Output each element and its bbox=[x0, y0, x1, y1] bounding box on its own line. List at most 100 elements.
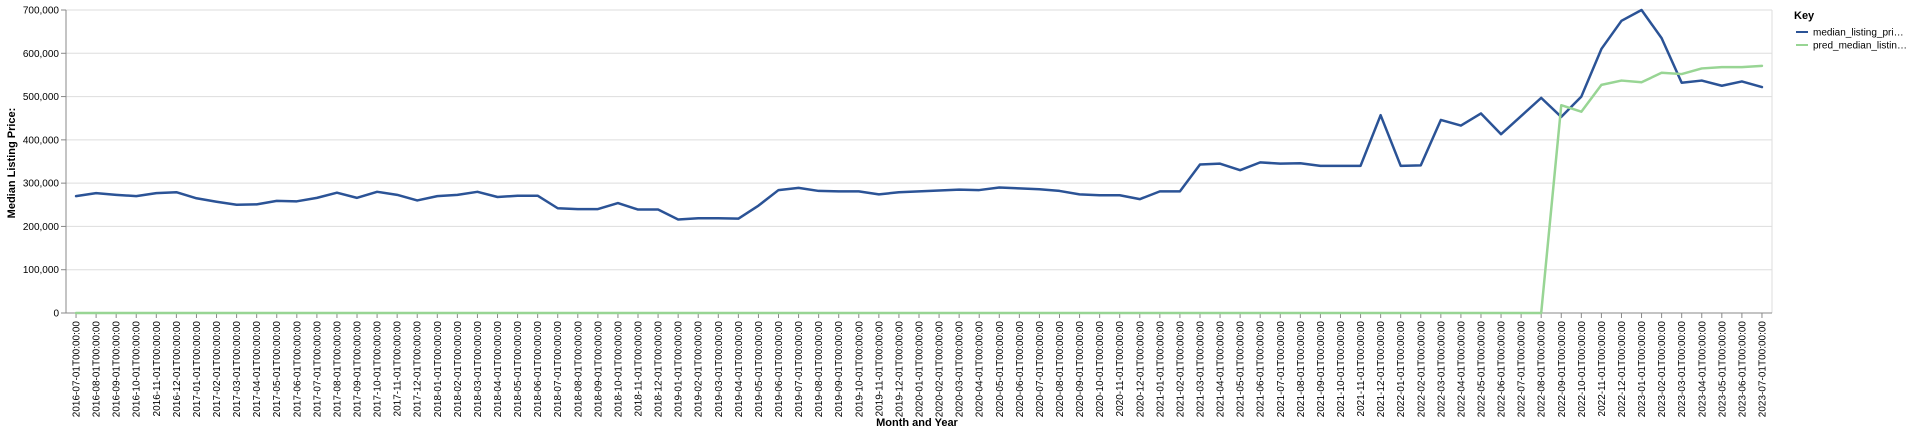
x-tick-label: 2018-04-01T00:00:00 bbox=[493, 321, 504, 418]
x-tick-label: 2019-09-01T00:00:00 bbox=[834, 321, 845, 418]
x-tick-label: 2023-05-01T00:00:00 bbox=[1717, 321, 1728, 418]
x-tick-label: 2018-02-01T00:00:00 bbox=[453, 321, 464, 418]
x-tick-label: 2021-10-01T00:00:00 bbox=[1336, 321, 1347, 418]
x-tick-label: 2023-04-01T00:00:00 bbox=[1697, 321, 1708, 418]
x-tick-label: 2016-10-01T00:00:00 bbox=[132, 321, 143, 418]
series-line-2 bbox=[74, 64, 1764, 315]
x-tick-label: 2019-06-01T00:00:00 bbox=[774, 321, 785, 418]
x-tick-label: 2019-12-01T00:00:00 bbox=[894, 321, 905, 418]
x-tick-label: 2021-08-01T00:00:00 bbox=[1296, 321, 1307, 418]
x-tick-label: 2019-01-01T00:00:00 bbox=[674, 321, 685, 418]
y-tick-label: 0 bbox=[53, 309, 59, 320]
y-axis-title: Median Listing Price: bbox=[6, 108, 18, 219]
x-tick-label: 2022-08-01T00:00:00 bbox=[1537, 321, 1548, 418]
x-tick-label: 2016-11-01T00:00:00 bbox=[152, 321, 163, 417]
y-tick-label: 300,000 bbox=[23, 179, 60, 190]
x-tick-label: 2018-06-01T00:00:00 bbox=[533, 321, 544, 418]
x-tick-label: 2019-11-01T00:00:00 bbox=[874, 321, 885, 417]
x-tick-label: 2019-02-01T00:00:00 bbox=[694, 321, 705, 418]
x-tick-label: 2017-02-01T00:00:00 bbox=[212, 321, 223, 418]
x-tick-label: 2021-02-01T00:00:00 bbox=[1175, 321, 1186, 418]
x-tick-label: 2021-05-01T00:00:00 bbox=[1236, 321, 1247, 418]
x-tick-label: 2019-04-01T00:00:00 bbox=[734, 321, 745, 418]
x-tick-label: 2023-02-01T00:00:00 bbox=[1657, 321, 1668, 418]
x-tick-label: 2022-07-01T00:00:00 bbox=[1517, 321, 1528, 418]
x-tick-label: 2018-05-01T00:00:00 bbox=[513, 321, 524, 418]
x-tick-label: 2020-03-01T00:00:00 bbox=[955, 321, 966, 418]
x-tick-label: 2018-01-01T00:00:00 bbox=[433, 321, 444, 418]
x-tick-label: 2017-01-01T00:00:00 bbox=[192, 321, 203, 418]
x-tick-label: 2018-07-01T00:00:00 bbox=[553, 321, 564, 418]
x-tick-label: 2022-03-01T00:00:00 bbox=[1436, 321, 1447, 418]
x-tick-label: 2020-09-01T00:00:00 bbox=[1075, 321, 1086, 418]
x-tick-label: 2017-11-01T00:00:00 bbox=[393, 321, 404, 417]
x-tick-label: 2017-09-01T00:00:00 bbox=[353, 321, 364, 418]
legend: Key median_listing_pri… pred_median_listi… bbox=[1794, 10, 1907, 52]
legend-title: Key bbox=[1794, 10, 1815, 22]
x-tick-label: 2018-08-01T00:00:00 bbox=[573, 321, 584, 418]
x-tick-label: 2017-04-01T00:00:00 bbox=[252, 321, 263, 418]
y-axis: 0 100,000 200,000 300,000 400,000 500,000 600,… bbox=[23, 6, 67, 320]
x-tick-label: 2016-09-01T00:00:00 bbox=[112, 321, 123, 418]
x-tick-label: 2022-02-01T00:00:00 bbox=[1416, 321, 1427, 418]
x-tick-label: 2021-09-01T00:00:00 bbox=[1316, 321, 1327, 418]
x-tick-label: 2022-12-01T00:00:00 bbox=[1617, 321, 1628, 418]
x-tick-label: 2019-10-01T00:00:00 bbox=[854, 321, 865, 418]
series-line-1 bbox=[74, 8, 1764, 221]
x-tick-label: 2021-07-01T00:00:00 bbox=[1276, 321, 1287, 418]
y-tick-label: 200,000 bbox=[23, 222, 60, 233]
y-tick-label: 500,000 bbox=[23, 92, 60, 103]
x-tick-label: 2020-02-01T00:00:00 bbox=[935, 321, 946, 418]
x-tick-label: 2023-06-01T00:00:00 bbox=[1737, 321, 1748, 418]
x-tick-label: 2021-12-01T00:00:00 bbox=[1376, 321, 1387, 418]
x-tick-label: 2020-10-01T00:00:00 bbox=[1095, 321, 1106, 418]
series-layer bbox=[74, 8, 1764, 315]
grid-layer bbox=[66, 9, 1773, 314]
x-tick-label: 2020-11-01T00:00:00 bbox=[1115, 321, 1126, 417]
x-tick-label: 2019-08-01T00:00:00 bbox=[814, 321, 825, 418]
x-tick-label: 2021-11-01T00:00:00 bbox=[1356, 321, 1367, 417]
x-tick-label: 2019-05-01T00:00:00 bbox=[754, 321, 765, 418]
x-tick-label: 2017-06-01T00:00:00 bbox=[292, 321, 303, 418]
x-tick-label: 2021-06-01T00:00:00 bbox=[1256, 321, 1267, 418]
x-tick-label: 2017-05-01T00:00:00 bbox=[272, 321, 283, 418]
x-tick-label: 2020-05-01T00:00:00 bbox=[995, 321, 1006, 418]
x-tick-label: 2016-08-01T00:00:00 bbox=[92, 321, 103, 418]
x-tick-label: 2018-03-01T00:00:00 bbox=[473, 321, 484, 418]
x-tick-label: 2016-07-01T00:00:00 bbox=[72, 321, 83, 418]
x-tick-label: 2018-12-01T00:00:00 bbox=[654, 321, 665, 418]
x-tick-label: 2022-11-01T00:00:00 bbox=[1597, 321, 1608, 417]
x-tick-label: 2020-01-01T00:00:00 bbox=[915, 321, 926, 418]
x-tick-label: 2017-07-01T00:00:00 bbox=[312, 321, 323, 418]
y-tick-label: 100,000 bbox=[23, 265, 60, 276]
x-tick-label: 2022-01-01T00:00:00 bbox=[1396, 321, 1407, 418]
x-tick-label: 2022-09-01T00:00:00 bbox=[1557, 321, 1568, 418]
x-tick-label: 2022-05-01T00:00:00 bbox=[1476, 321, 1487, 418]
x-tick-label: 2017-03-01T00:00:00 bbox=[232, 321, 243, 418]
x-tick-label: 2019-07-01T00:00:00 bbox=[794, 321, 805, 418]
x-tick-label: 2023-07-01T00:00:00 bbox=[1757, 321, 1768, 418]
x-tick-label: 2020-12-01T00:00:00 bbox=[1135, 321, 1146, 418]
x-tick-label: 2023-01-01T00:00:00 bbox=[1637, 321, 1648, 418]
x-tick-label: 2017-10-01T00:00:00 bbox=[373, 321, 384, 418]
x-tick-label: 2017-08-01T00:00:00 bbox=[332, 321, 343, 418]
y-tick-label: 600,000 bbox=[23, 49, 60, 60]
y-tick-label: 700,000 bbox=[23, 6, 60, 17]
x-tick-label: 2023-03-01T00:00:00 bbox=[1677, 321, 1688, 418]
x-tick-label: 2021-01-01T00:00:00 bbox=[1155, 321, 1166, 418]
legend-label-2: pred_median_listin… bbox=[1813, 41, 1907, 52]
legend-label-1: median_listing_pri… bbox=[1813, 28, 1904, 39]
x-tick-label: 2020-07-01T00:00:00 bbox=[1035, 321, 1046, 418]
x-axis: 2016-07-01T00:00:00 2016-08-01T00:00:00 20… bbox=[66, 312, 1772, 418]
x-tick-label: 2022-04-01T00:00:00 bbox=[1456, 321, 1467, 418]
x-axis-title: Month and Year bbox=[876, 417, 958, 429]
x-tick-label: 2021-03-01T00:00:00 bbox=[1195, 321, 1206, 418]
x-tick-label: 2022-06-01T00:00:00 bbox=[1497, 321, 1508, 418]
x-tick-label: 2017-12-01T00:00:00 bbox=[413, 321, 424, 418]
x-tick-label: 2020-04-01T00:00:00 bbox=[975, 321, 986, 418]
x-tick-label: 2021-04-01T00:00:00 bbox=[1216, 321, 1227, 418]
x-tick-label: 2018-10-01T00:00:00 bbox=[613, 321, 624, 418]
x-tick-label: 2018-11-01T00:00:00 bbox=[634, 321, 645, 417]
x-tick-label: 2020-06-01T00:00:00 bbox=[1015, 321, 1026, 418]
